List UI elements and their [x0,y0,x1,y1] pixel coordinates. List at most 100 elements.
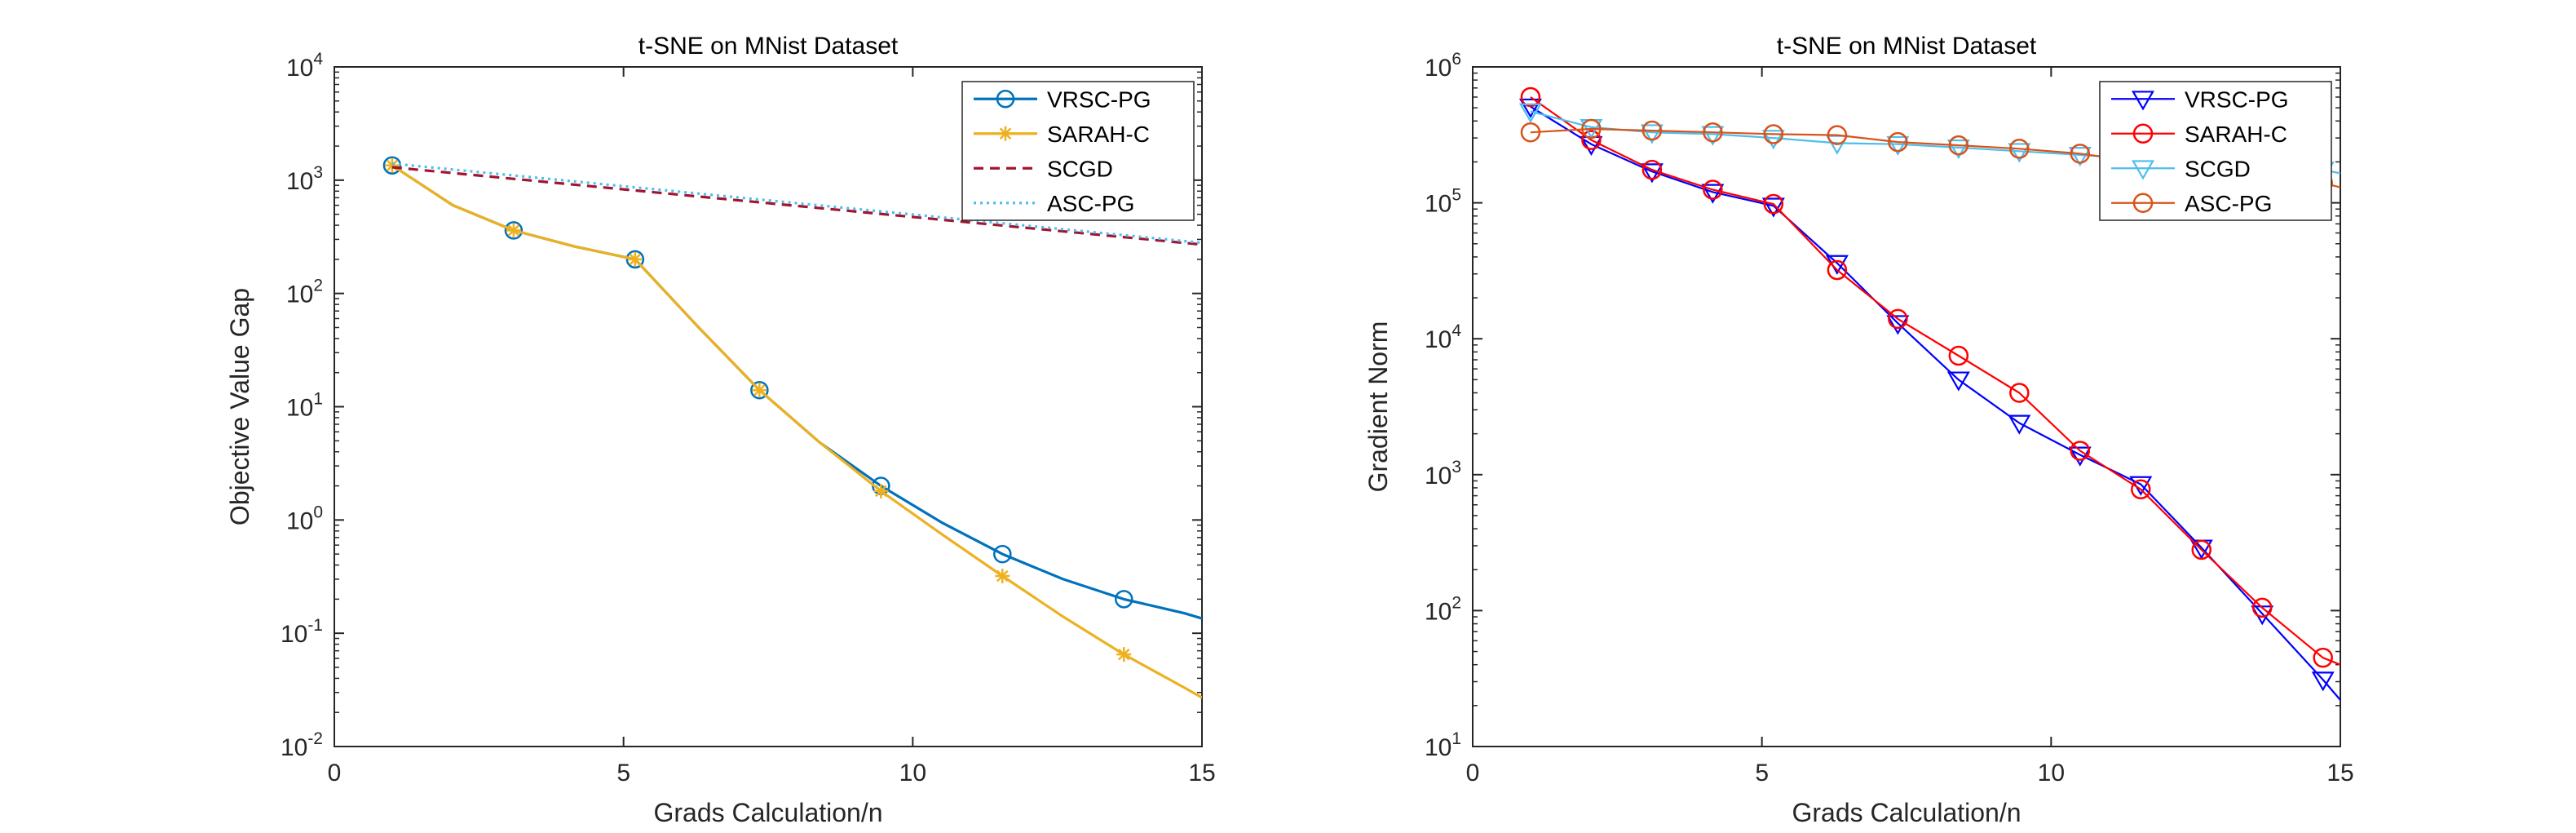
y-tick-exponent: 6 [1451,50,1461,69]
data-point-sarah-c [1888,308,1908,330]
y-tick-exponent: 1 [313,390,323,409]
data-point-sarah-c [1948,345,1969,366]
y-tick-base: 10 [281,734,307,761]
legend: VRSC-PG SARAH-C SCGD ASC-PG [2099,81,2332,221]
data-point-scgd [1640,124,1664,144]
data-point-sarah-c [995,569,1010,584]
y-tick-label: 10-1 [281,616,323,648]
data-point-vrsc-pg [2311,671,2335,692]
y-tick-exponent: 3 [1451,458,1461,476]
legend-box [2099,81,2332,221]
data-point-vrsc-pg [1640,163,1664,184]
data-point-sarah-c [1581,130,1602,150]
y-tick-label: 102 [286,277,323,308]
y-tick-base: 10 [286,281,313,308]
y-tick-label: 10-2 [281,729,323,761]
y-tick-base: 10 [1425,598,1451,625]
y-tick-exponent: -2 [307,729,323,748]
y-tick-exponent: 2 [1451,593,1461,612]
data-point-sarah-c [2251,597,2273,618]
data-point-vrsc-pg [504,221,524,240]
y-tick-exponent: 0 [313,503,323,521]
marker-stroke [1117,648,1130,661]
data-point-vrsc-pg [625,250,645,269]
data-point-sarah-c [2070,441,2091,461]
x-tick-label: 10 [2038,760,2065,786]
data-point-asc-pg [1763,124,1784,144]
legend-label-vrsc-pg: VRSC-PG [1047,86,1151,112]
data-point-asc-pg [1948,135,1969,156]
legend-label-sarah-c: SARAH-C [2185,122,2287,147]
marker-stroke [996,569,1009,583]
data-point-sarah-c [384,157,400,173]
x-tick-label: 10 [899,760,926,786]
y-tick-base: 10 [286,395,313,422]
series-line-asc-pg [391,162,1202,245]
x-axis-label: Grads Calculation/n [1792,798,2021,827]
y-tick-label: 106 [1425,50,1461,82]
y-tick-label: 104 [1425,321,1461,353]
legend-marker-scgd [2131,160,2155,180]
x-tick-label: 0 [328,760,342,786]
data-point-vrsc-pg [1701,184,1725,204]
data-point-sarah-c [2131,479,2151,500]
y-tick-base: 10 [286,168,313,195]
data-point-vrsc-pg [1886,315,1910,335]
data-point-sarah-c [1763,193,1784,215]
legend-label-asc-pg: ASC-PG [2185,191,2272,216]
y-tick-exponent: 5 [1451,186,1461,205]
data-point-scgd [1701,126,1725,146]
data-point-scgd [2068,147,2092,167]
legend-marker-asc-pg [2132,193,2154,213]
x-tick-label: 15 [1188,760,1215,786]
data-point-sarah-c [873,483,889,498]
marker-stroke [629,253,642,266]
series-line-sarah-c [1530,96,2340,666]
data-point-sarah-c [2009,383,2030,403]
data-point-vrsc-pg [2068,446,2092,467]
legend-marker-vrsc-pg [2131,91,2155,111]
y-tick-base: 10 [1425,326,1451,353]
marker-stroke [386,159,399,171]
y-tick-label: 103 [1425,458,1461,490]
data-point-vrsc-pg [2008,414,2031,435]
y-tick-base: 10 [1425,734,1451,761]
data-point-asc-pg [1888,131,1908,153]
y-tick-label: 104 [286,50,323,82]
legend-label-vrsc-pg: VRSC-PG [2185,86,2289,112]
y-tick-label: 101 [286,390,323,422]
legend-label-scgd: SCGD [1047,156,1113,181]
data-point-scgd [1886,135,1910,157]
y-tick-exponent: 4 [313,50,323,69]
data-point-sarah-c [1703,179,1723,200]
y-tick-exponent: 2 [313,277,323,295]
y-tick-label: 100 [286,503,323,534]
y-tick-exponent: 1 [1451,729,1461,748]
y-tick-label: 105 [1425,186,1461,218]
y-tick-label: 103 [286,163,323,195]
data-point-scgd [2008,143,2031,163]
y-tick-base: 10 [286,55,313,82]
data-point-scgd [1761,130,1785,150]
data-point-vrsc-pg [1114,590,1133,609]
y-tick-base: 10 [1425,191,1451,218]
plot-series-group [1518,86,2340,701]
data-point-asc-pg [1581,118,1602,140]
data-point-scgd [1518,103,1542,123]
data-point-asc-pg [1520,122,1541,143]
data-point-sarah-c [1827,259,1848,281]
legend: VRSC-PG SARAH-C SCGD ASC-PG [961,81,1195,221]
chart-title: t-SNE on MNist Dataset [1777,33,2037,60]
data-point-sarah-c [752,383,767,398]
data-point-sarah-c [1116,647,1132,662]
series-line-sarah-c [391,164,1202,699]
y-tick-base: 10 [1425,463,1451,490]
data-point-asc-pg [2009,139,2030,159]
x-tick-label: 5 [616,760,630,786]
legend-marker-vrsc-pg [996,90,1015,109]
data-point-vrsc-pg [1518,98,1542,119]
data-point-sarah-c [627,251,643,267]
x-tick-label: 5 [1755,760,1769,786]
